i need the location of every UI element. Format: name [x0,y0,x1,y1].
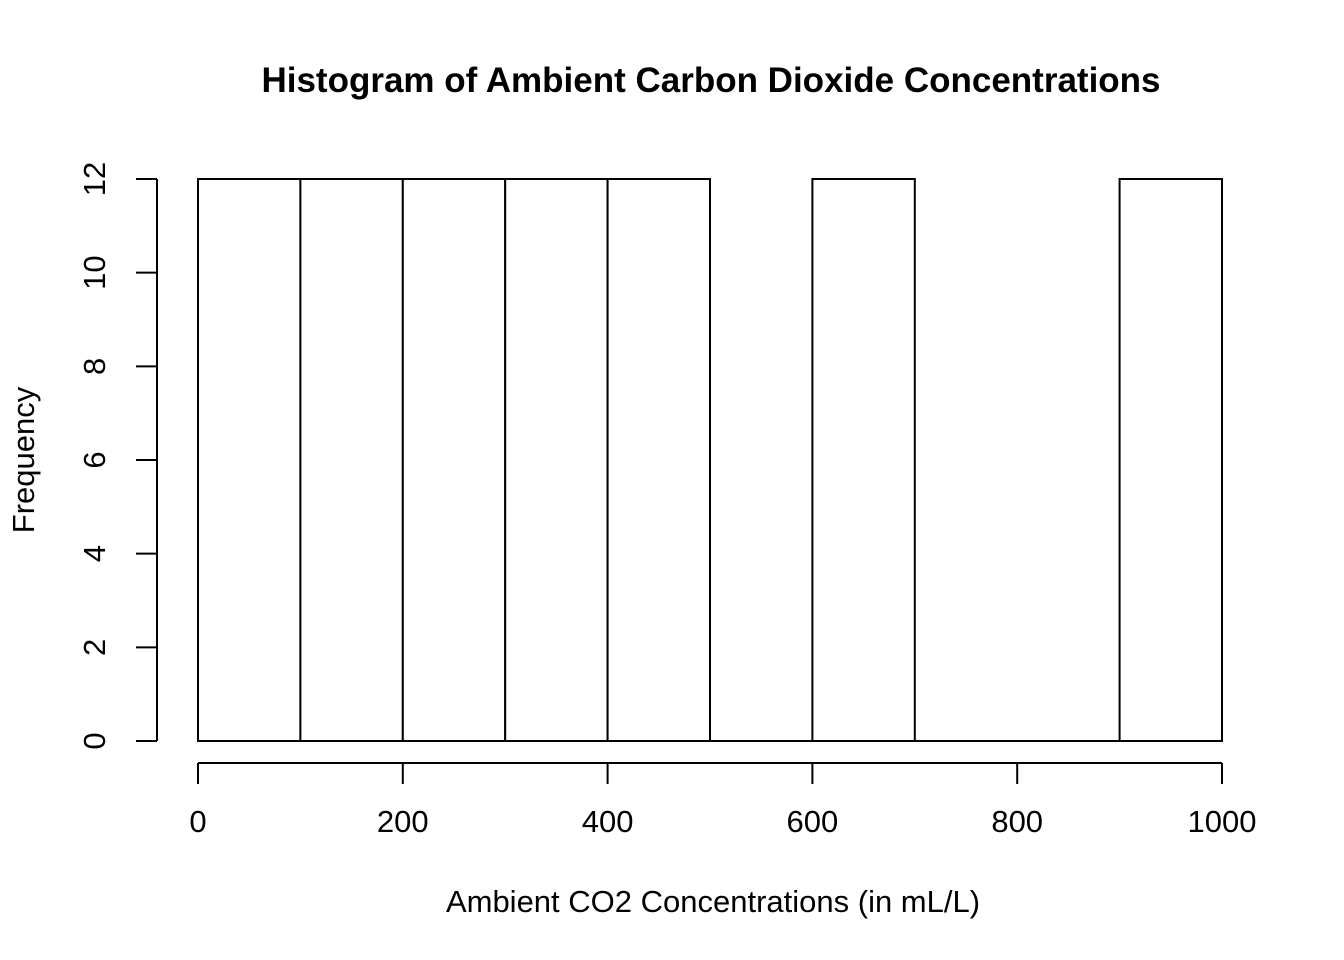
y-tick-label: 6 [77,451,112,468]
bars-group [197,178,1223,742]
y-axis-label: Frequency [6,386,41,533]
y-tick-label: 10 [77,255,112,289]
x-tick-label: 800 [991,804,1043,839]
x-tick-label: 400 [582,804,634,839]
histogram-bar [299,178,404,742]
histogram-bar [606,178,711,742]
x-axis-label: Ambient CO2 Concentrations (in mL/L) [446,884,980,919]
histogram-bar [401,178,507,742]
histogram-bar [504,178,609,742]
histogram-bar [811,178,916,742]
x-axis: 0 200 400 600 800 1000 [189,762,1257,839]
histogram-bar [1118,178,1223,742]
x-tick-label: 0 [189,804,206,839]
x-tick-label: 1000 [1188,804,1257,839]
histogram-bar [197,178,302,742]
x-tick-label: 200 [377,804,429,839]
y-tick-label: 8 [77,358,112,375]
y-tick-label: 4 [77,545,112,562]
chart-title: Histogram of Ambient Carbon Dioxide Conc… [261,61,1160,100]
y-tick-label: 0 [77,732,112,749]
y-tick-label: 2 [77,639,112,656]
x-tick-label: 600 [787,804,839,839]
y-axis: 0 2 4 6 8 10 12 [77,162,158,750]
y-tick-label: 12 [77,162,112,196]
